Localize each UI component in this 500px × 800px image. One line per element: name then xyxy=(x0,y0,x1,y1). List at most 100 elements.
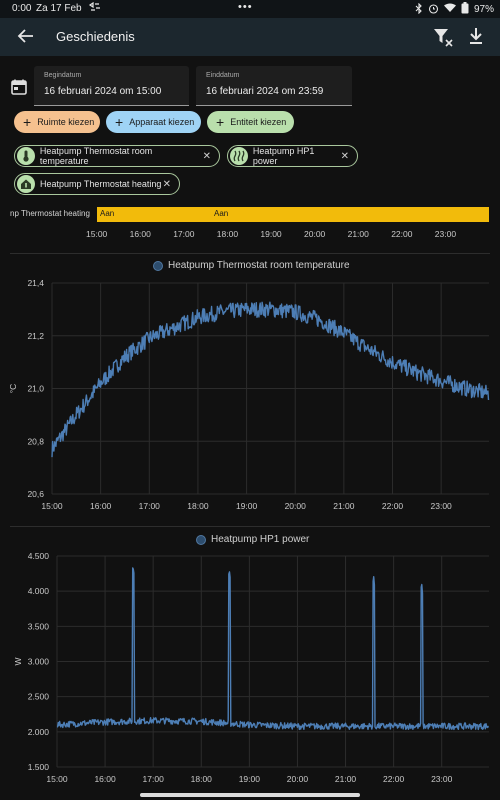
x-tick-label: 21:00 xyxy=(333,501,355,511)
status-date: Za 17 Feb xyxy=(36,3,82,14)
x-tick-label: 15:00 xyxy=(41,501,63,511)
chart-legend-hp1-power[interactable]: Heatpump HP1 power xyxy=(196,534,309,545)
gesture-navigation-bar[interactable] xyxy=(140,793,360,797)
x-tick-label: 19:00 xyxy=(236,501,258,511)
choose-entity-button[interactable]: + Entiteit kiezen xyxy=(207,111,294,133)
status-dots: ••• xyxy=(238,1,253,13)
x-tick-label: 20:00 xyxy=(285,501,307,511)
wifi-icon xyxy=(443,3,456,16)
x-tick-label: 20:00 xyxy=(287,774,309,784)
calendar-icon[interactable] xyxy=(10,78,28,96)
timeline-tick-label: 15:00 xyxy=(86,229,108,239)
x-tick-label: 18:00 xyxy=(187,501,209,511)
timeline-tick-label: 22:00 xyxy=(391,229,413,239)
status-bar: 0:00 Za 17 Feb ••• 97% xyxy=(0,0,500,18)
timeline-tick-label: 20:00 xyxy=(304,229,326,239)
page-title: Geschiedenis xyxy=(56,29,135,44)
y-tick-label: 1.500 xyxy=(28,762,50,772)
divider xyxy=(10,526,490,527)
close-icon[interactable]: ✕ xyxy=(340,150,349,162)
timeline-state-label: Aan xyxy=(100,209,115,218)
home-thermometer-icon xyxy=(17,175,35,193)
plus-icon: + xyxy=(115,114,124,130)
filter-remove-icon[interactable] xyxy=(432,26,454,48)
entity-chip-hp1-power[interactable]: Heatpump HP1 power ✕ xyxy=(227,145,358,167)
y-tick-label: 2.000 xyxy=(28,727,50,737)
x-tick-label: 18:00 xyxy=(191,774,213,784)
battery-icon xyxy=(461,2,469,17)
thermometer-icon xyxy=(17,147,35,165)
series-line xyxy=(51,301,490,458)
divider xyxy=(10,253,490,254)
x-tick-label: 21:00 xyxy=(335,774,357,784)
timeline-tick-label: 18:00 xyxy=(216,229,239,239)
timeline-tick-label: 19:00 xyxy=(260,229,282,239)
y-tick-label: 20,6 xyxy=(27,489,44,499)
y-tick-label: 3.500 xyxy=(28,621,50,631)
choose-device-label: Apparaat kiezen xyxy=(129,117,195,127)
x-tick-label: 16:00 xyxy=(94,774,116,784)
timeline-tick-label: 16:00 xyxy=(129,229,151,239)
close-icon[interactable]: ✕ xyxy=(162,178,171,190)
hp1-power-chart[interactable]: 1.500 2.000 2.500 3.000 3.500 4.000 4.500 15:00… xyxy=(0,548,500,788)
alarm-icon xyxy=(428,3,439,17)
timeline-entity-label: np Thermostat heating xyxy=(10,209,90,218)
entity-chip-label: Heatpump Thermostat heating xyxy=(40,179,162,189)
series-line xyxy=(56,567,490,731)
y-axis-label: W xyxy=(13,657,23,665)
room-temperature-chart[interactable]: 20,6 20,8 21,0 21,2 21,4 15:00 16:00 17:00 18:00… xyxy=(0,275,500,520)
choose-entity-label: Entiteit kiezen xyxy=(230,117,287,127)
timeline-tick-label: 17:00 xyxy=(173,229,195,239)
y-tick-label: 21,0 xyxy=(27,384,44,394)
legend-dot xyxy=(153,260,163,271)
chart-title: Heatpump Thermostat room temperature xyxy=(168,260,350,271)
bluetooth-icon xyxy=(415,2,423,17)
plus-icon: + xyxy=(23,114,32,130)
plus-icon: + xyxy=(216,114,225,130)
x-tick-label: 22:00 xyxy=(382,501,404,511)
choose-area-label: Ruimte kiezen xyxy=(37,117,95,127)
choose-device-button[interactable]: + Apparaat kiezen xyxy=(106,111,201,133)
status-time: 0:00 xyxy=(12,3,32,14)
end-date-label: Einddatum xyxy=(206,72,240,79)
y-tick-label: 20,8 xyxy=(27,436,44,446)
heat-waves-icon xyxy=(230,147,248,165)
back-arrow-icon[interactable] xyxy=(16,26,36,46)
end-date-value: 16 februari 2024 om 23:59 xyxy=(206,86,324,97)
battery-percent: 97% xyxy=(473,4,494,15)
notification-icon xyxy=(88,1,102,16)
legend-dot xyxy=(196,534,206,545)
end-date-field[interactable]: Einddatum 16 februari 2024 om 23:59 xyxy=(196,66,352,106)
entity-chip-label: Heatpump Thermostat room temperature xyxy=(39,146,153,166)
y-tick-label: 21,2 xyxy=(27,331,44,341)
y-tick-label: 21,4 xyxy=(27,278,44,288)
x-tick-label: 23:00 xyxy=(431,774,453,784)
timeline-state-label: Aan xyxy=(214,209,229,218)
x-tick-label: 17:00 xyxy=(143,774,165,784)
start-date-value: 16 februari 2024 om 15:00 xyxy=(44,86,162,97)
x-tick-label: 16:00 xyxy=(90,501,112,511)
close-icon[interactable]: ✕ xyxy=(202,150,211,162)
x-tick-label: 15:00 xyxy=(46,774,68,784)
start-date-field[interactable]: Begindatum 16 februari 2024 om 15:00 xyxy=(34,66,189,106)
entity-chip-room-temperature[interactable]: Heatpump Thermostat room temperature ✕ xyxy=(14,145,220,167)
x-tick-label: 22:00 xyxy=(383,774,405,784)
timeline-tick-label: 23:00 xyxy=(434,229,457,239)
entity-chip-label: Heatpump HP1 power xyxy=(252,146,315,166)
chart-title: Heatpump HP1 power xyxy=(211,534,310,545)
download-icon[interactable] xyxy=(466,26,486,46)
timeline-tick-label: 21:00 xyxy=(347,229,369,239)
y-tick-label: 4.000 xyxy=(28,586,50,596)
y-axis-label: °C xyxy=(8,384,18,394)
app-bar: Geschiedenis xyxy=(0,18,500,56)
x-tick-label: 23:00 xyxy=(431,501,453,511)
x-tick-label: 17:00 xyxy=(139,501,161,511)
choose-area-button[interactable]: + Ruimte kiezen xyxy=(14,111,100,133)
y-tick-label: 3.000 xyxy=(28,657,50,667)
y-tick-label: 2.500 xyxy=(28,692,50,702)
x-tick-label: 19:00 xyxy=(239,774,261,784)
timeline-bar-on[interactable]: Aan Aan xyxy=(97,207,489,222)
chart-legend-room-temperature[interactable]: Heatpump Thermostat room temperature xyxy=(153,260,350,271)
entity-chip-heating[interactable]: Heatpump Thermostat heating ✕ xyxy=(14,173,180,195)
y-tick-label: 4.500 xyxy=(28,551,50,561)
